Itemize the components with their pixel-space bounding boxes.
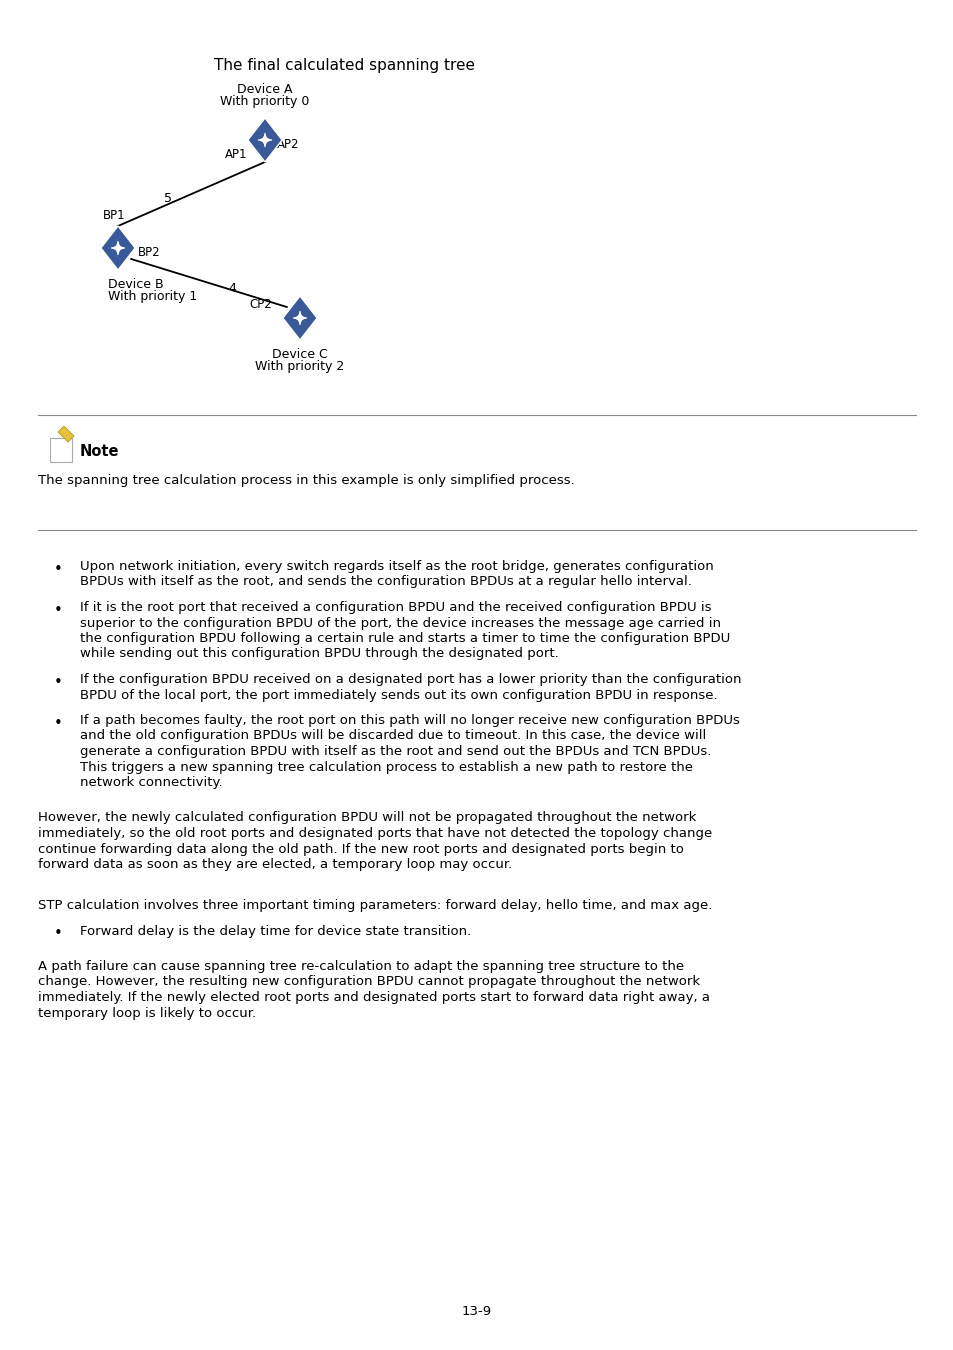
Text: while sending out this configuration BPDU through the designated port.: while sending out this configuration BPD… xyxy=(80,648,558,660)
Text: BPDUs with itself as the root, and sends the configuration BPDUs at a regular he: BPDUs with itself as the root, and sends… xyxy=(80,575,691,589)
Text: With priority 2: With priority 2 xyxy=(255,360,344,373)
Polygon shape xyxy=(58,427,74,441)
Text: Device C: Device C xyxy=(272,348,328,360)
Text: •: • xyxy=(53,675,62,690)
Text: temporary loop is likely to occur.: temporary loop is likely to occur. xyxy=(38,1007,255,1019)
Text: The final calculated spanning tree: The final calculated spanning tree xyxy=(214,58,475,73)
Text: The spanning tree calculation process in this example is only simplified process: The spanning tree calculation process in… xyxy=(38,474,574,487)
Text: This triggers a new spanning tree calculation process to establish a new path to: This triggers a new spanning tree calcul… xyxy=(80,760,692,774)
Text: immediately, so the old root ports and designated ports that have not detected t: immediately, so the old root ports and d… xyxy=(38,828,712,840)
Text: 5: 5 xyxy=(164,192,172,204)
Text: continue forwarding data along the old path. If the new root ports and designate: continue forwarding data along the old p… xyxy=(38,842,683,856)
Text: 4: 4 xyxy=(228,282,235,294)
Text: and the old configuration BPDUs will be discarded due to timeout. In this case, : and the old configuration BPDUs will be … xyxy=(80,729,705,742)
Text: BP2: BP2 xyxy=(138,246,160,258)
Text: forward data as soon as they are elected, a temporary loop may occur.: forward data as soon as they are elected… xyxy=(38,859,512,871)
Text: Device B: Device B xyxy=(108,278,164,292)
Polygon shape xyxy=(101,225,135,270)
Text: If the configuration BPDU received on a designated port has a lower priority tha: If the configuration BPDU received on a … xyxy=(80,674,740,686)
Text: STP calculation involves three important timing parameters: forward delay, hello: STP calculation involves three important… xyxy=(38,899,712,913)
Text: Note: Note xyxy=(80,444,119,459)
Polygon shape xyxy=(282,296,316,340)
Text: Device A: Device A xyxy=(237,82,293,96)
Text: •: • xyxy=(53,716,62,730)
Text: Upon network initiation, every switch regards itself as the root bridge, generat: Upon network initiation, every switch re… xyxy=(80,560,713,572)
Text: A path failure can cause spanning tree re-calculation to adapt the spanning tree: A path failure can cause spanning tree r… xyxy=(38,960,683,973)
Polygon shape xyxy=(248,117,282,162)
Text: If it is the root port that received a configuration BPDU and the received confi: If it is the root port that received a c… xyxy=(80,601,711,614)
Text: If a path becomes faulty, the root port on this path will no longer receive new : If a path becomes faulty, the root port … xyxy=(80,714,740,728)
Text: BPDU of the local port, the port immediately sends out its own configuration BPD: BPDU of the local port, the port immedia… xyxy=(80,688,717,702)
Text: generate a configuration BPDU with itself as the root and send out the BPDUs and: generate a configuration BPDU with itsel… xyxy=(80,745,711,757)
Text: Forward delay is the delay time for device state transition.: Forward delay is the delay time for devi… xyxy=(80,925,471,937)
Text: •: • xyxy=(53,603,62,618)
Text: network connectivity.: network connectivity. xyxy=(80,776,222,788)
Text: 13-9: 13-9 xyxy=(461,1305,492,1318)
Text: •: • xyxy=(53,926,62,941)
Text: superior to the configuration BPDU of the port, the device increases the message: superior to the configuration BPDU of th… xyxy=(80,617,720,629)
Text: With priority 1: With priority 1 xyxy=(108,290,197,302)
Text: CP2: CP2 xyxy=(249,297,272,310)
Polygon shape xyxy=(50,437,71,462)
Text: With priority 0: With priority 0 xyxy=(220,95,310,108)
Text: change. However, the resulting new configuration BPDU cannot propagate throughou: change. However, the resulting new confi… xyxy=(38,976,700,988)
Text: •: • xyxy=(53,562,62,576)
Text: AP2: AP2 xyxy=(276,138,299,150)
Text: AP1: AP1 xyxy=(224,147,247,161)
Text: the configuration BPDU following a certain rule and starts a timer to time the c: the configuration BPDU following a certa… xyxy=(80,632,729,645)
Text: immediately. If the newly elected root ports and designated ports start to forwa: immediately. If the newly elected root p… xyxy=(38,991,709,1004)
Text: However, the newly calculated configuration BPDU will not be propagated througho: However, the newly calculated configurat… xyxy=(38,811,696,825)
Text: BP1: BP1 xyxy=(103,209,125,221)
